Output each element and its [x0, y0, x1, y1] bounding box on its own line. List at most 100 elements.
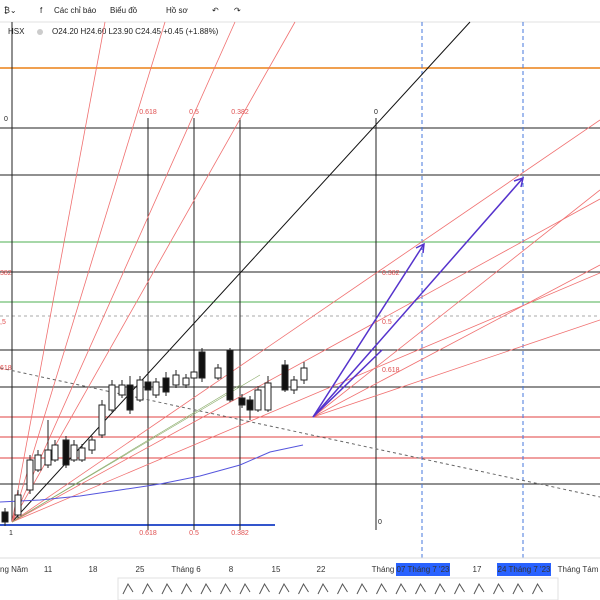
tool-button[interactable]	[278, 582, 290, 595]
corner-label: 1	[9, 530, 13, 537]
x-tick-label: 15	[272, 565, 281, 574]
redo-button[interactable]: ↷	[234, 6, 241, 15]
arrow	[312, 243, 425, 418]
fib-label: 0.5	[189, 530, 199, 537]
x-tick-label: 07 Tháng 7 '23	[397, 565, 451, 574]
candle	[190, 371, 198, 379]
candle	[300, 367, 308, 381]
arrow-head	[415, 176, 525, 254]
candle	[198, 351, 206, 379]
candle	[70, 444, 78, 461]
undo-button[interactable]: ↶	[212, 6, 219, 15]
x-tick-label: Tháng Tám	[558, 565, 599, 574]
indicators-button[interactable]: Các chỉ báo	[54, 6, 97, 15]
fib-label: 0.618	[139, 109, 157, 116]
candle	[44, 449, 52, 466]
fan-line	[312, 189, 600, 418]
x-tick-label: 11	[44, 565, 53, 574]
fan-line	[312, 264, 600, 418]
tool-icons	[122, 582, 543, 595]
candle	[162, 377, 170, 393]
x-tick-label: 24 Tháng 7 '23	[498, 565, 552, 574]
fan-line	[11, 374, 261, 523]
fan-line	[11, 21, 106, 523]
tool-button[interactable]	[220, 582, 231, 595]
fib-label: 0	[378, 519, 382, 526]
symbol: HSX	[8, 27, 25, 36]
fan-line	[11, 21, 471, 523]
fan-line	[11, 198, 600, 523]
tool-button[interactable]	[122, 582, 134, 595]
candle	[290, 379, 298, 391]
tool-button[interactable]	[454, 582, 465, 595]
x-tick-label: ng Năm	[0, 565, 28, 574]
tool-button[interactable]	[181, 582, 192, 595]
date-highlight	[396, 563, 450, 576]
candle	[182, 377, 190, 386]
tool-button[interactable]	[259, 582, 270, 595]
tool-button[interactable]	[512, 582, 524, 595]
candle	[26, 459, 34, 491]
arrow	[312, 349, 383, 418]
candle	[264, 382, 272, 411]
candle	[144, 381, 152, 391]
candle	[34, 454, 42, 471]
candle	[62, 439, 70, 466]
fib-label: 382	[0, 270, 12, 277]
x-tick-label: Tháng 6	[171, 565, 201, 574]
fib-label: 0.5	[189, 109, 199, 116]
tool-button[interactable]	[239, 582, 251, 595]
candle-icon[interactable]: ₿⌄	[4, 6, 17, 15]
fan-line	[11, 21, 166, 523]
ohlc: O24.20 H24.60 L23.90 C24.45 +0.45 (+1.88…	[52, 27, 219, 36]
fib-label: 0.382	[231, 109, 249, 116]
chart-button[interactable]: Biểu đồ	[110, 6, 138, 15]
tool-button[interactable]	[142, 582, 153, 595]
candle	[238, 397, 246, 406]
fib-label: ,5	[0, 319, 6, 326]
fx-icon[interactable]: f	[40, 6, 43, 15]
candles	[1, 348, 308, 526]
tool-button[interactable]	[493, 582, 504, 595]
candle	[108, 384, 116, 411]
fan-line	[11, 119, 600, 523]
moving-average	[0, 444, 304, 503]
fib-label: 0.382	[382, 270, 400, 277]
trend-line	[0, 367, 600, 498]
tool-button[interactable]	[298, 582, 309, 595]
tool-button[interactable]	[200, 582, 212, 595]
profile-button[interactable]: Hồ sơ	[166, 6, 188, 15]
candle	[254, 389, 262, 411]
legend-dot	[37, 29, 43, 35]
candle	[14, 494, 22, 516]
candle	[246, 399, 254, 411]
candle	[152, 381, 160, 396]
tool-button[interactable]	[161, 582, 173, 595]
candle	[226, 349, 234, 401]
tool-button[interactable]	[532, 582, 543, 595]
tool-button[interactable]	[395, 582, 407, 595]
fib-label: 618	[0, 365, 12, 372]
candle	[78, 447, 86, 461]
tool-button[interactable]	[473, 582, 485, 595]
tool-button[interactable]	[337, 582, 348, 595]
fan-line	[11, 21, 236, 523]
fan-line	[11, 21, 296, 523]
candle	[281, 364, 289, 391]
fan-line	[312, 319, 600, 418]
arrow	[312, 177, 524, 418]
fib-label: 0.618	[139, 530, 157, 537]
x-axis: ng Năm 11 18 25 Tháng 6 8 15 22 Tháng 07 Tháng 7 …	[0, 563, 599, 576]
tool-button[interactable]	[317, 582, 329, 595]
candle	[126, 384, 134, 411]
tool-button[interactable]	[356, 582, 368, 595]
tool-button[interactable]	[415, 582, 426, 595]
candle	[1, 511, 9, 523]
drawing-toolbar	[117, 577, 559, 600]
x-tick-label: 25	[136, 565, 145, 574]
tool-button[interactable]	[376, 582, 387, 595]
x-tick-label: 18	[89, 565, 98, 574]
drawings	[0, 21, 600, 558]
tool-button[interactable]	[434, 582, 446, 595]
